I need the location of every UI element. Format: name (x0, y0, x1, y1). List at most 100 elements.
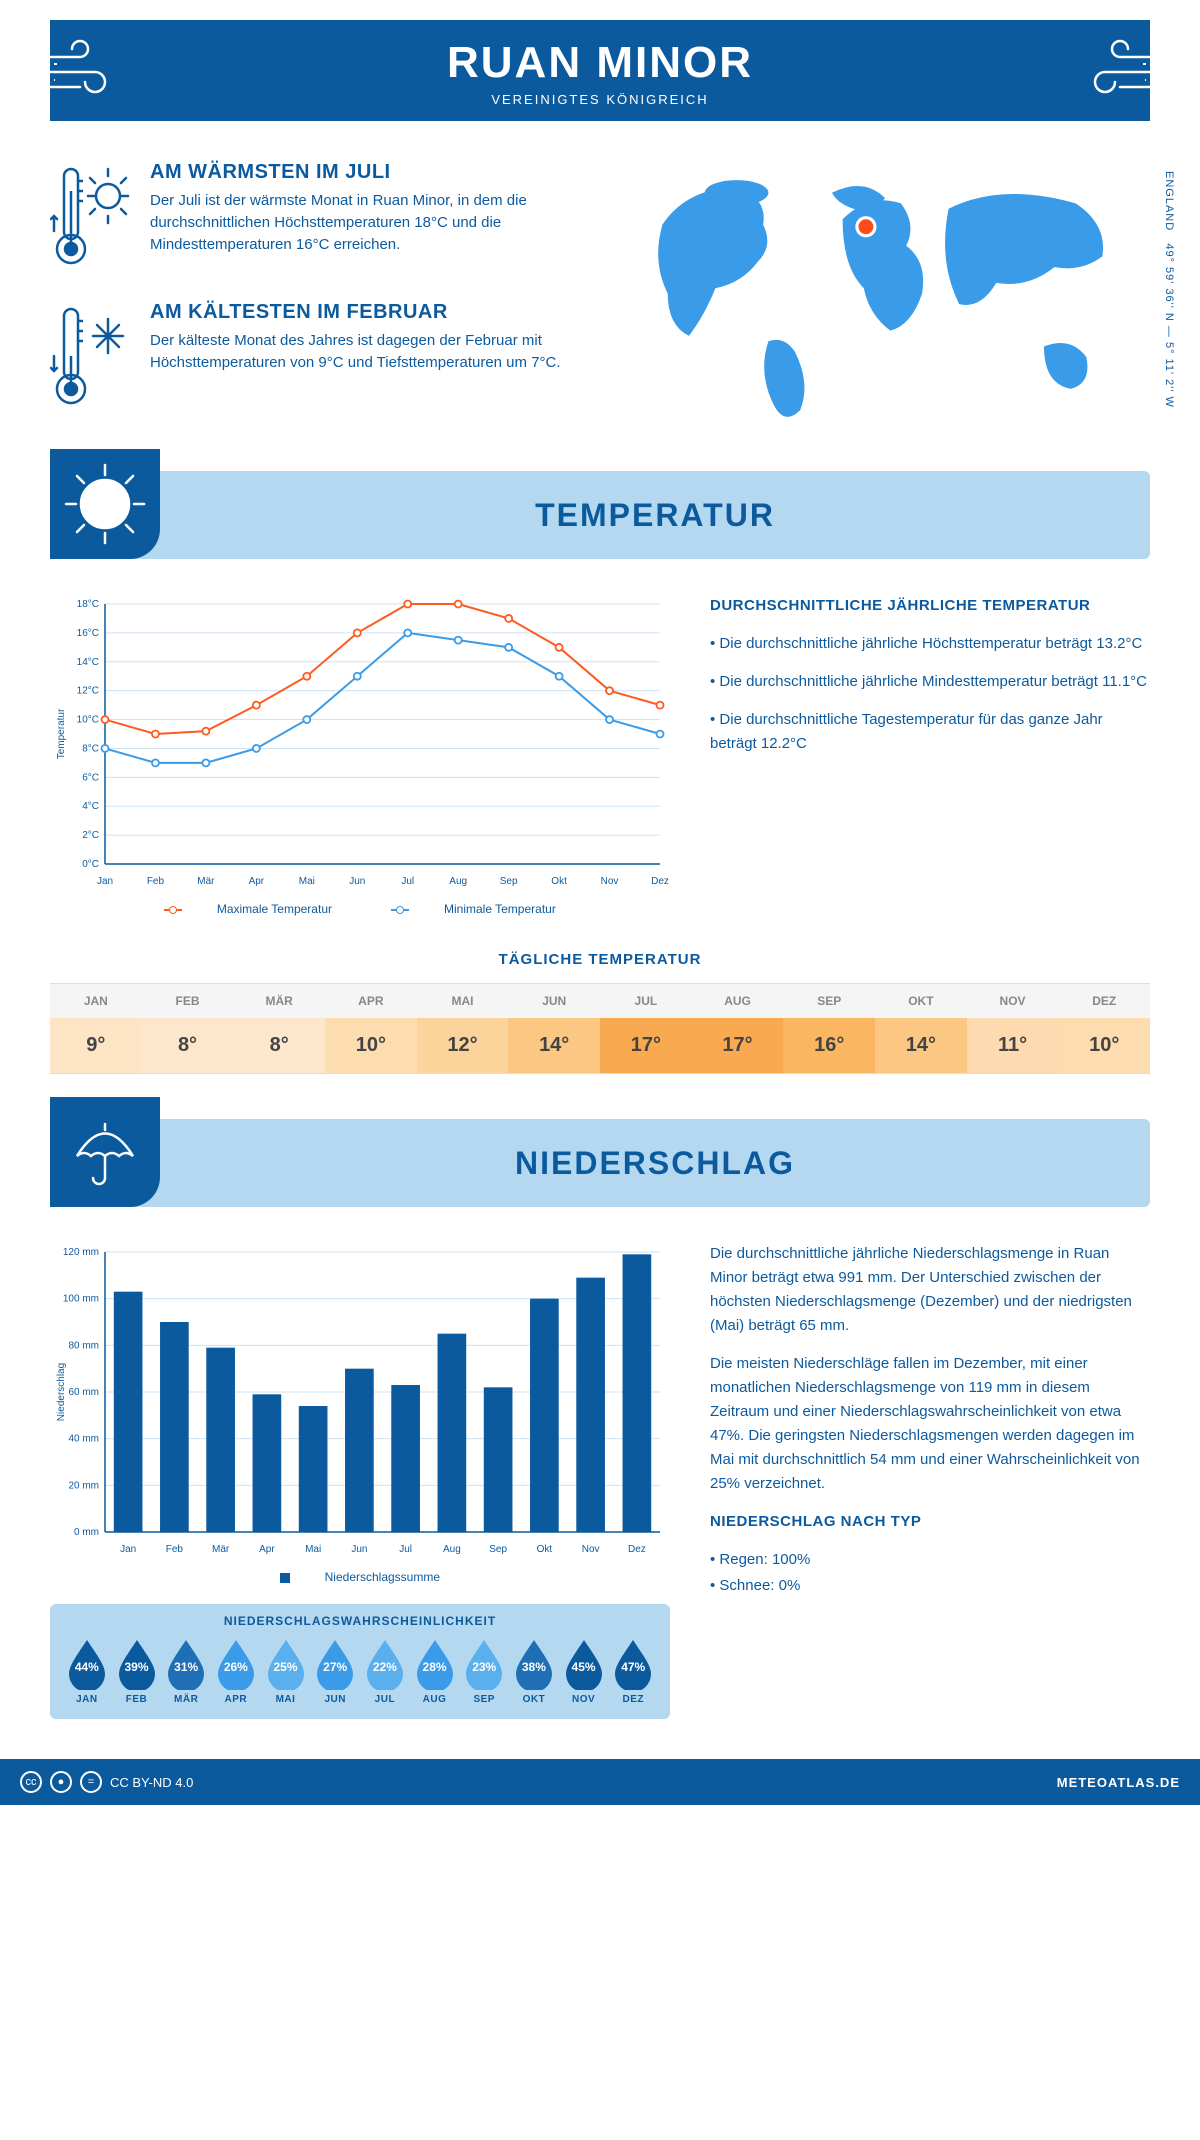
fact-text: Der kälteste Monat des Jahres ist dagege… (150, 330, 580, 374)
svg-text:6°C: 6°C (82, 772, 99, 783)
svg-text:Nov: Nov (582, 1544, 600, 1555)
fact-warmest: AM WÄRMSTEN IM JULI Der Juli ist der wär… (50, 161, 580, 271)
svg-text:Mär: Mär (212, 1544, 230, 1555)
svg-text:14°C: 14°C (77, 657, 99, 668)
fact-title: AM KÄLTESTEN IM FEBRUAR (150, 301, 580, 324)
svg-text:Mai: Mai (305, 1544, 321, 1555)
temp-col: APR 10° (325, 984, 417, 1073)
precip-probability-box: NIEDERSCHLAGSWAHRSCHEINLICHKEIT 44% JAN … (50, 1604, 670, 1719)
header-bar: RUAN MINOR VEREINIGTES KÖNIGREICH (50, 20, 1150, 121)
svg-text:2°C: 2°C (82, 830, 99, 841)
daily-temp-title: TÄGLICHE TEMPERATUR (50, 951, 1150, 968)
section-bar-precip: NIEDERSCHLAG (50, 1119, 1150, 1207)
svg-text:20 mm: 20 mm (68, 1480, 99, 1491)
svg-text:Okt: Okt (537, 1544, 553, 1555)
temp-col: JUL 17° (600, 984, 692, 1073)
umbrella-icon (50, 1097, 160, 1207)
prob-drop: 25% MAI (263, 1638, 309, 1705)
svg-text:Mai: Mai (299, 876, 315, 887)
svg-text:60 mm: 60 mm (68, 1387, 99, 1398)
svg-text:0 mm: 0 mm (74, 1527, 99, 1538)
temp-col: JUN 14° (508, 984, 600, 1073)
cc-icon: cc (20, 1771, 42, 1793)
temp-col: DEZ 10° (1058, 984, 1150, 1073)
svg-text:12°C: 12°C (77, 686, 99, 697)
wind-icon (1040, 32, 1160, 102)
svg-text:Jun: Jun (349, 876, 365, 887)
prob-drop: 27% JUN (312, 1638, 358, 1705)
temp-col: MÄR 8° (233, 984, 325, 1073)
intro-row: AM WÄRMSTEN IM JULI Der Juli ist der wär… (50, 161, 1150, 441)
svg-text:80 mm: 80 mm (68, 1340, 99, 1351)
svg-text:Aug: Aug (449, 876, 467, 887)
svg-text:Dez: Dez (628, 1544, 646, 1555)
prob-drop: 44% JAN (64, 1638, 110, 1705)
svg-text:18°C: 18°C (77, 599, 99, 610)
svg-text:10°C: 10°C (77, 715, 99, 726)
svg-text:Apr: Apr (259, 1544, 275, 1555)
daily-temp-table: JAN 9° FEB 8° MÄR 8° APR 10° MAI 12° JUN… (50, 983, 1150, 1074)
svg-text:4°C: 4°C (82, 801, 99, 812)
temp-legend: Maximale Temperatur Minimale Temperatur (50, 902, 670, 916)
svg-text:Apr: Apr (249, 876, 265, 887)
section-title: NIEDERSCHLAG (160, 1145, 1150, 1182)
temp-col: SEP 16° (783, 984, 875, 1073)
temp-col: OKT 14° (875, 984, 967, 1073)
svg-text:120 mm: 120 mm (63, 1247, 99, 1258)
svg-text:Temperatur: Temperatur (56, 708, 67, 759)
page-title: RUAN MINOR (50, 38, 1150, 88)
svg-text:Jan: Jan (97, 876, 113, 887)
temp-col: FEB 8° (142, 984, 234, 1073)
fact-coldest: AM KÄLTESTEN IM FEBRUAR Der kälteste Mon… (50, 301, 580, 411)
section-title: TEMPERATUR (160, 497, 1150, 534)
page-subtitle: VEREINIGTES KÖNIGREICH (50, 92, 1150, 107)
svg-text:Dez: Dez (651, 876, 669, 887)
sun-icon (50, 449, 160, 559)
prob-drop: 22% JUL (362, 1638, 408, 1705)
license-text: CC BY-ND 4.0 (110, 1775, 193, 1790)
svg-text:8°C: 8°C (82, 743, 99, 754)
temp-chart: 0°C2°C4°C6°C8°C10°C12°C14°C16°C18°CJanFe… (50, 594, 670, 916)
svg-text:Jul: Jul (401, 876, 414, 887)
nd-icon: = (80, 1771, 102, 1793)
svg-text:Okt: Okt (551, 876, 567, 887)
svg-text:Nov: Nov (601, 876, 619, 887)
svg-text:Feb: Feb (166, 1544, 184, 1555)
svg-text:Mär: Mär (197, 876, 215, 887)
coords-label: ENGLAND 49° 59' 36'' N — 5° 11' 2'' W (1163, 171, 1175, 408)
wind-icon (40, 32, 160, 102)
svg-text:Jan: Jan (120, 1544, 136, 1555)
prob-drop: 39% FEB (114, 1638, 160, 1705)
svg-text:40 mm: 40 mm (68, 1434, 99, 1445)
temp-summary: DURCHSCHNITTLICHE JÄHRLICHE TEMPERATUR •… (710, 594, 1150, 916)
section-bar-temp: TEMPERATUR (50, 471, 1150, 559)
prob-drop: 28% AUG (412, 1638, 458, 1705)
svg-text:Jul: Jul (399, 1544, 412, 1555)
prob-title: NIEDERSCHLAGSWAHRSCHEINLICHKEIT (64, 1614, 656, 1628)
thermometer-sun-icon (50, 161, 130, 271)
prob-drop: 38% OKT (511, 1638, 557, 1705)
site-name: METEOATLAS.DE (1057, 1775, 1180, 1790)
temp-col: JAN 9° (50, 984, 142, 1073)
svg-text:Sep: Sep (489, 1544, 507, 1555)
temp-col: NOV 11° (967, 984, 1059, 1073)
fact-title: AM WÄRMSTEN IM JULI (150, 161, 580, 184)
by-icon: ● (50, 1771, 72, 1793)
svg-text:Aug: Aug (443, 1544, 461, 1555)
fact-text: Der Juli ist der wärmste Monat in Ruan M… (150, 190, 580, 255)
temp-col: AUG 17° (692, 984, 784, 1073)
temp-col: MAI 12° (417, 984, 509, 1073)
svg-text:Jun: Jun (351, 1544, 367, 1555)
footer: cc ● = CC BY-ND 4.0 METEOATLAS.DE (0, 1759, 1200, 1805)
prob-drop: 26% APR (213, 1638, 259, 1705)
svg-text:100 mm: 100 mm (63, 1294, 99, 1305)
precip-legend: Niederschlagssumme (50, 1570, 670, 1584)
svg-text:Niederschlag: Niederschlag (56, 1363, 67, 1421)
prob-drop: 47% DEZ (610, 1638, 656, 1705)
svg-text:Feb: Feb (147, 876, 165, 887)
prob-drop: 23% SEP (461, 1638, 507, 1705)
prob-drop: 45% NOV (561, 1638, 607, 1705)
world-map (620, 161, 1150, 437)
precip-chart: 0 mm 20 mm 40 mm 60 mm 80 mm 100 mm 120 mm Jan F… (50, 1242, 670, 1719)
svg-text:Sep: Sep (500, 876, 518, 887)
